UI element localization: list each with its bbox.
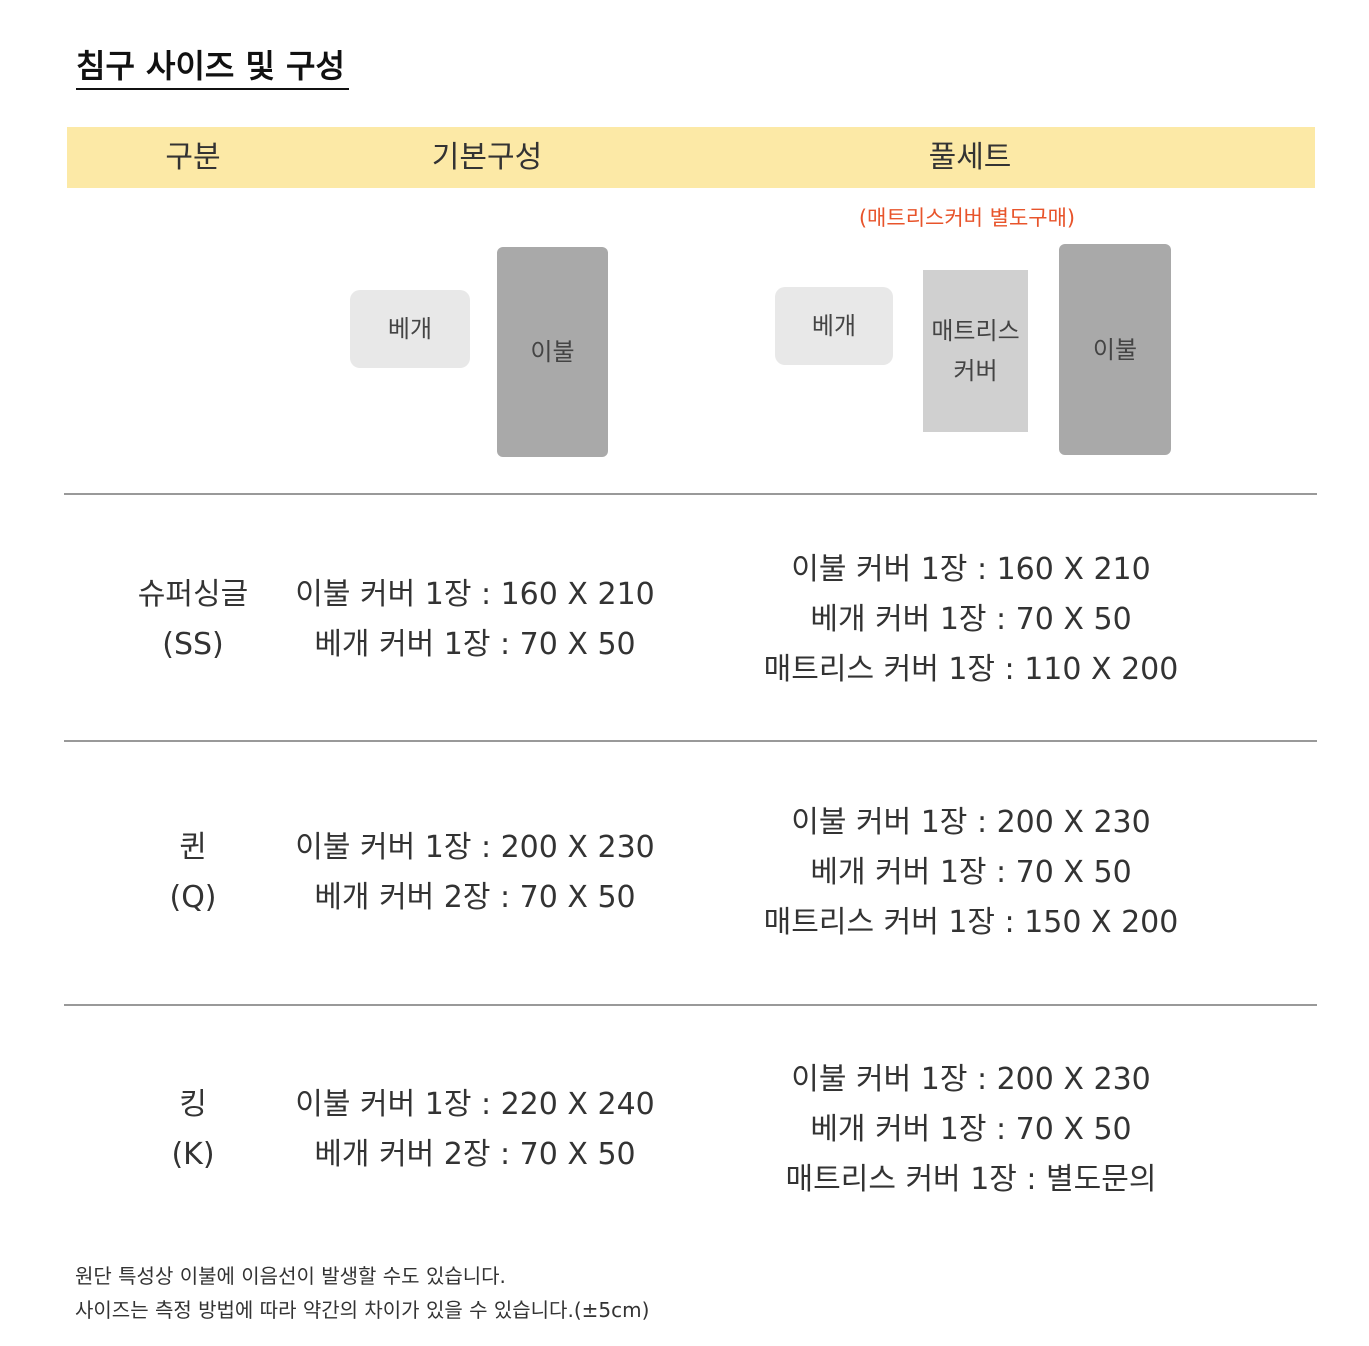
cell-line: 매트리스 커버 1장 : 150 X 200 — [763, 905, 1179, 940]
item-label: 매트리스 — [931, 317, 1020, 345]
header-cell: 구분 — [165, 140, 221, 175]
cell-line: 이불 커버 1장 : 200 X 230 — [295, 830, 655, 865]
cell-line: 이불 커버 1장 : 200 X 230 — [791, 805, 1151, 840]
cell-line: 베개 커버 2장 : 70 X 50 — [314, 880, 636, 915]
table-cell: 이불 커버 1장 : 200 X 230 베개 커버 1장 : 70 X 50 매트… — [786, 1055, 1157, 1205]
header-cell: 기본구성 — [431, 140, 543, 175]
illustration-item: 베개 — [350, 290, 470, 368]
note: (매트리스커버 별도구매) — [858, 206, 1076, 230]
cell-line: 이불 커버 1장 : 220 X 240 — [295, 1087, 655, 1122]
illustration-item: 베개 — [775, 287, 893, 365]
cell-line: 베개 커버 1장 : 70 X 50 — [314, 627, 636, 662]
cell-line: 이불 커버 1장 : 160 X 210 — [791, 552, 1151, 587]
item-label: 이불 — [530, 338, 575, 366]
illustration-item: 이불 — [497, 247, 608, 457]
illustration-item: 이불 — [1059, 244, 1171, 455]
item-label: 베개 — [811, 312, 857, 340]
row-divider — [64, 1004, 1317, 1006]
item-label: 커버 — [953, 357, 998, 385]
table-cell: 이불 커버 1장 : 220 X 240 베개 커버 2장 : 70 X 50 — [295, 1080, 654, 1180]
cell-line: 이불 커버 1장 : 200 X 230 — [791, 1062, 1151, 1097]
cell-line: 베개 커버 1장 : 70 X 50 — [810, 602, 1132, 637]
item-label: 베개 — [387, 315, 433, 343]
cell-line: 베개 커버 1장 : 70 X 50 — [810, 1112, 1132, 1147]
cell-line: 이불 커버 1장 : 160 X 210 — [295, 577, 655, 612]
cell-line: 매트리스 커버 1장 : 별도문의 — [785, 1162, 1157, 1197]
header-band — [67, 127, 1315, 188]
cell-line: 슈퍼싱글 — [137, 577, 249, 612]
cell-line: 베개 커버 1장 : 70 X 50 — [810, 855, 1132, 890]
row-divider — [64, 493, 1317, 495]
item-label: 이불 — [1092, 335, 1138, 364]
table-cell: 퀸 (Q) — [169, 823, 216, 923]
table-cell: 이불 커버 1장 : 160 X 210 베개 커버 1장 : 70 X 50 — [295, 570, 654, 670]
cell-line: 킹 — [179, 1087, 207, 1122]
cell-line: 퀸 — [179, 830, 207, 865]
table-cell: 슈퍼싱글 (SS) — [138, 570, 248, 670]
table-cell: 이불 커버 1장 : 200 X 230 베개 커버 1장 : 70 X 50 매트… — [764, 798, 1179, 948]
cell-line: 매트리스 커버 1장 : 110 X 200 — [763, 652, 1179, 687]
row-divider — [64, 740, 1317, 742]
footnote: 원단 특성상 이불에 이음선이 발생할 수도 있습니다. — [75, 1264, 506, 1288]
cell-line: (K) — [171, 1137, 215, 1172]
header-cell: 풀세트 — [928, 140, 1012, 175]
cell-line: 베개 커버 2장 : 70 X 50 — [314, 1137, 636, 1172]
table-cell: 킹 (K) — [171, 1080, 214, 1180]
cell-line: (SS) — [162, 627, 224, 662]
table-cell: 이불 커버 1장 : 160 X 210 베개 커버 1장 : 70 X 50 매트… — [764, 545, 1179, 695]
cell-line: (Q) — [169, 880, 217, 915]
footnote: 사이즈는 측정 방법에 따라 약간의 차이가 있을 수 있습니다.(±5cm) — [75, 1298, 650, 1322]
table-cell: 이불 커버 1장 : 200 X 230 베개 커버 2장 : 70 X 50 — [295, 823, 654, 923]
title: 침구 사이즈 및 구성 — [76, 44, 349, 90]
